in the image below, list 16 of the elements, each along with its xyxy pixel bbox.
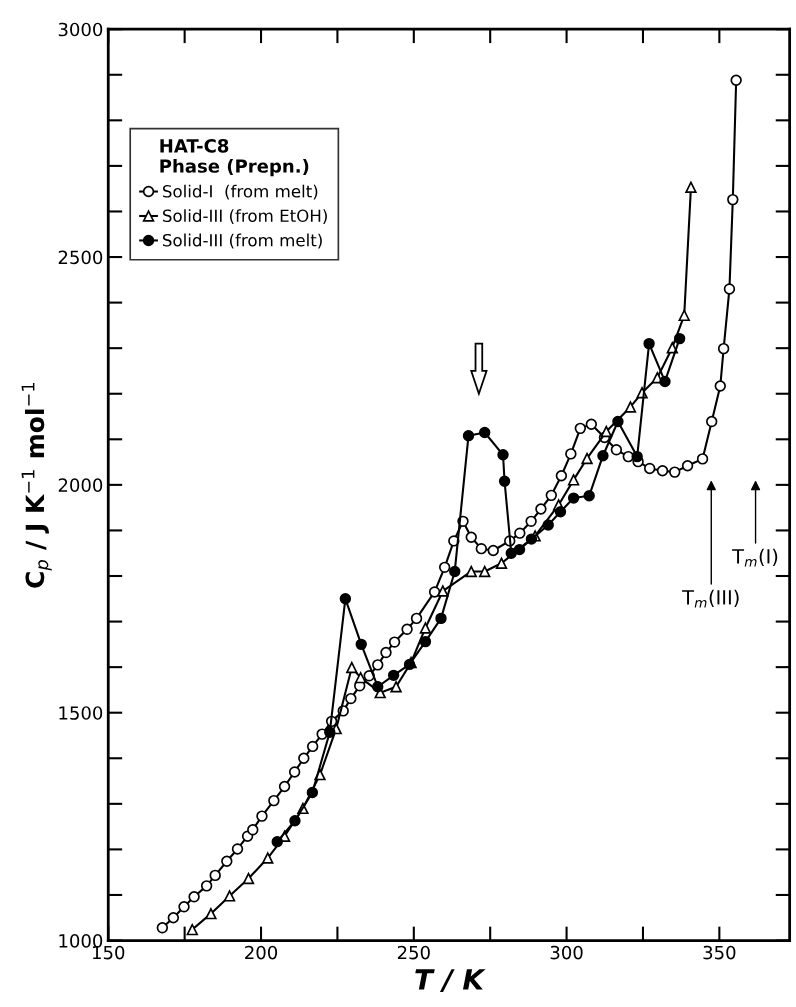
legend-title: HAT-C8 Phase (Prepn.) xyxy=(160,138,309,177)
legend-label: Solid-III (from EtOH) xyxy=(162,209,327,225)
y-axis-title: C$_{p}$ / J K$^{−1}$ mol$^{−1}$ xyxy=(21,383,52,588)
y-tick-label: 3000 xyxy=(58,22,103,37)
y-tick-label: 2500 xyxy=(58,250,103,265)
x-tick-label: 200 xyxy=(245,945,278,960)
legend-label: Solid-I (from melt) xyxy=(162,184,318,200)
annotation: T$_{m}$(III) xyxy=(682,589,739,608)
annotation: T$_{m}$(I) xyxy=(732,548,778,567)
x-tick-label: 250 xyxy=(397,945,430,960)
y-tick-label: 1500 xyxy=(59,706,103,720)
legend-label: Solid-III (from melt) xyxy=(162,233,322,249)
x-tick-label: 300 xyxy=(550,945,583,960)
x-tick-label: 350 xyxy=(703,945,736,960)
x-axis-title: T / K xyxy=(415,969,486,993)
y-tick-label: 2000 xyxy=(58,478,103,492)
